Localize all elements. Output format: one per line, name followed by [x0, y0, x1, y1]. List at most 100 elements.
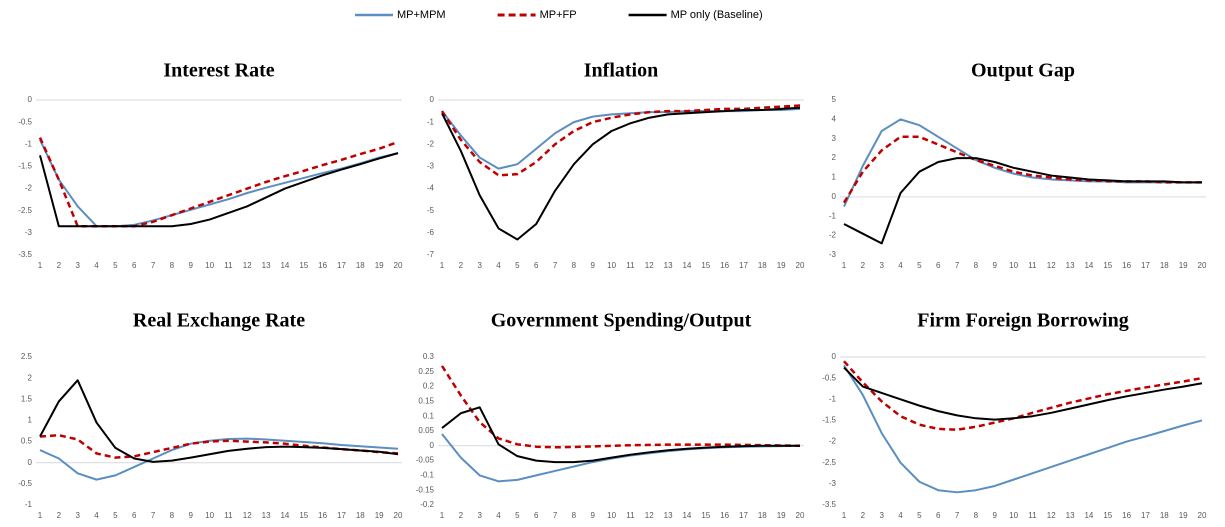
- x-tick-label: 6: [936, 261, 941, 270]
- x-tick-label: 3: [879, 511, 884, 520]
- x-tick-label: 13: [1066, 261, 1075, 270]
- y-tick-label: 0.3: [423, 352, 435, 361]
- x-tick-label: 8: [974, 511, 979, 520]
- x-tick-label: 1: [842, 511, 847, 520]
- series-line: [39, 139, 399, 228]
- x-tick-label: 15: [1103, 511, 1112, 520]
- x-tick-label: 5: [113, 261, 118, 270]
- x-tick-label: 20: [796, 511, 805, 520]
- x-tick-label: 9: [189, 511, 194, 520]
- y-tick-label: 0: [430, 441, 435, 450]
- x-tick-label: 5: [917, 511, 922, 520]
- x-tick-label: 7: [151, 261, 156, 270]
- y-tick-label: 2: [28, 373, 33, 382]
- y-tick-label: -2: [427, 139, 435, 148]
- x-tick-label: 5: [515, 511, 520, 520]
- y-tick-label: -1.5: [18, 162, 32, 171]
- x-tick-label: 19: [1179, 261, 1188, 270]
- x-tick-label: 3: [477, 511, 482, 520]
- x-tick-label: 20: [1198, 511, 1207, 520]
- y-tick-label: 3: [832, 134, 837, 143]
- x-tick-label: 13: [262, 261, 271, 270]
- x-tick-label: 16: [318, 511, 327, 520]
- x-tick-label: 14: [280, 511, 289, 520]
- y-tick-label: 0.15: [418, 397, 434, 406]
- series-line: [441, 107, 801, 170]
- x-tick-label: 9: [189, 261, 194, 270]
- x-tick-label: 14: [1084, 261, 1093, 270]
- x-tick-label: 3: [879, 261, 884, 270]
- y-tick-label: -3: [829, 479, 837, 488]
- x-tick-label: 15: [1103, 261, 1112, 270]
- y-tick-label: 0.25: [418, 367, 434, 376]
- x-tick-label: 11: [224, 261, 233, 270]
- y-tick-label: 1.5: [21, 394, 33, 403]
- x-tick-label: 12: [645, 261, 654, 270]
- series-line: [39, 433, 399, 459]
- x-tick-label: 17: [739, 261, 748, 270]
- x-tick-label: 2: [459, 511, 464, 520]
- x-tick-label: 9: [993, 261, 998, 270]
- x-tick-label: 3: [477, 261, 482, 270]
- x-tick-label: 6: [936, 511, 941, 520]
- x-tick-label: 7: [955, 261, 960, 270]
- panel: Firm Foreign Borrowing 0 -0.5 -1 -1.5 -2 -2.5 -…: [822, 310, 1207, 521]
- chart-title: Firm Foreign Borrowing: [917, 310, 1128, 332]
- series-line: [38, 137, 399, 228]
- y-tick-label: 0.05: [418, 426, 434, 435]
- y-tick-label: -0.5: [18, 117, 32, 126]
- x-tick-label: 5: [113, 511, 118, 520]
- x-tick-label: 16: [318, 261, 327, 270]
- x-tick-label: 15: [701, 261, 710, 270]
- y-tick-label: 1: [28, 416, 33, 425]
- x-tick-label: 1: [38, 511, 43, 520]
- x-tick-label: 14: [280, 261, 289, 270]
- x-tick-label: 20: [394, 261, 403, 270]
- x-tick-label: 15: [701, 511, 710, 520]
- x-tick-label: 12: [243, 511, 252, 520]
- x-tick-label: 13: [1066, 511, 1075, 520]
- chart-title: Interest Rate: [163, 60, 274, 82]
- legend: MP+MPM MP+FP MP only (Baseline): [355, 9, 763, 21]
- y-tick-label: -4: [427, 184, 435, 193]
- x-tick-label: 14: [682, 511, 691, 520]
- x-tick-label: 18: [1160, 261, 1169, 270]
- x-tick-label: 4: [94, 261, 99, 270]
- series-line: [441, 406, 800, 464]
- x-tick-label: 9: [591, 261, 596, 270]
- x-tick-label: 12: [1047, 511, 1056, 520]
- series-line: [843, 366, 1203, 421]
- x-tick-label: 4: [94, 511, 99, 520]
- x-tick-label: 8: [974, 261, 979, 270]
- x-tick-label: 10: [205, 511, 214, 520]
- x-tick-label: 12: [645, 511, 654, 520]
- y-tick-label: 0: [832, 352, 837, 361]
- x-tick-label: 4: [496, 511, 501, 520]
- y-tick-label: 0: [28, 95, 33, 104]
- legend-label: MP+MPM: [397, 9, 446, 21]
- series-line: [39, 152, 399, 228]
- x-tick-label: 6: [534, 511, 539, 520]
- x-tick-label: 19: [777, 511, 786, 520]
- x-tick-label: 12: [1047, 261, 1056, 270]
- x-tick-label: 3: [75, 511, 80, 520]
- x-tick-label: 13: [664, 261, 673, 270]
- y-tick-label: -2: [829, 437, 837, 446]
- x-tick-label: 20: [1198, 261, 1207, 270]
- x-tick-label: 6: [534, 261, 539, 270]
- series-line: [39, 379, 399, 463]
- x-tick-label: 16: [720, 511, 729, 520]
- x-tick-label: 15: [299, 261, 308, 270]
- x-tick-label: 7: [553, 261, 558, 270]
- x-tick-label: 16: [1122, 261, 1131, 270]
- x-tick-label: 8: [572, 261, 577, 270]
- x-tick-label: 17: [739, 511, 748, 520]
- chart-title: Government Spending/Output: [491, 310, 752, 332]
- y-tick-label: -1: [829, 211, 837, 220]
- y-tick-label: 1: [832, 173, 837, 182]
- x-tick-label: 6: [132, 261, 137, 270]
- series-line: [843, 118, 1202, 207]
- y-tick-label: -3: [427, 162, 435, 171]
